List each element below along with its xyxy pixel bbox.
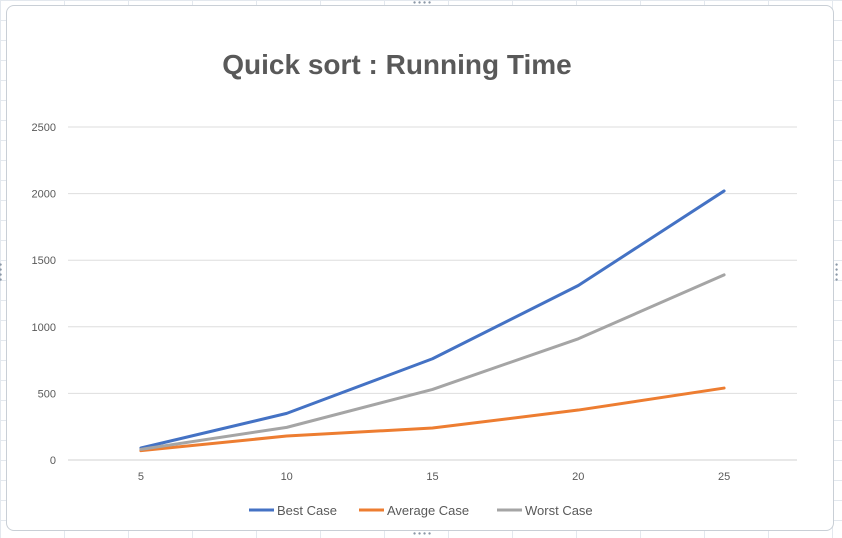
series-line-average-case[interactable]: [139, 386, 726, 453]
chart-title: Quick sort : Running Time: [222, 49, 572, 80]
series-line-best-case[interactable]: [139, 189, 726, 450]
resize-handle-top[interactable]: ∙∙∙∙: [412, 0, 433, 7]
series-line-worst-case[interactable]: [139, 273, 726, 451]
y-tick-label: 500: [38, 388, 56, 400]
chart-area[interactable]: [6, 5, 834, 531]
x-tick-label: 10: [281, 471, 293, 483]
x-axis-ticks: 5 10 15 20 25: [138, 471, 730, 483]
x-tick-label: 15: [426, 471, 438, 483]
y-tick-label: 0: [50, 455, 56, 467]
series-lines: [139, 189, 726, 453]
y-tick-label: 1500: [32, 255, 56, 267]
x-tick-label: 25: [718, 471, 730, 483]
resize-handle-right[interactable]: ∙∙∙∙: [832, 262, 841, 283]
legend-entry[interactable]: Average Case: [387, 503, 469, 518]
x-tick-label: 5: [138, 471, 144, 483]
x-tick-label: 20: [572, 471, 584, 483]
legend: Best Case Average Case Worst Case: [249, 503, 593, 518]
y-tick-label: 2500: [32, 122, 56, 134]
legend-entry[interactable]: Best Case: [277, 503, 337, 518]
legend-entry[interactable]: Worst Case: [525, 503, 593, 518]
y-tick-label: 1000: [32, 322, 56, 334]
y-axis-ticks: 0 500 1000 1500 2000 2500: [32, 122, 56, 467]
gridlines: [68, 126, 797, 461]
resize-handle-bottom[interactable]: ∙∙∙∙: [412, 529, 433, 538]
y-tick-label: 2000: [32, 189, 56, 201]
resize-handle-left[interactable]: ∙∙∙∙: [0, 262, 5, 283]
